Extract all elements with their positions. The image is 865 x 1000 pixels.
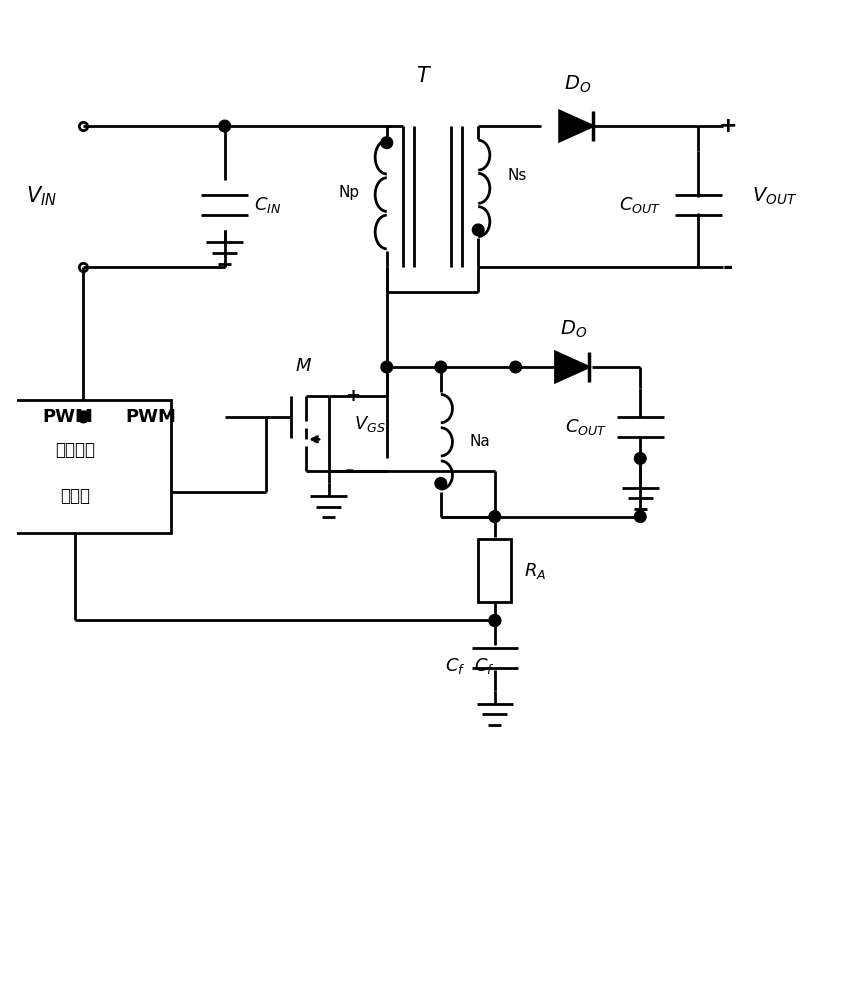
Text: $R_A$: $R_A$ xyxy=(524,561,546,581)
Text: Np: Np xyxy=(339,185,360,200)
Text: $C_f$: $C_f$ xyxy=(474,656,495,676)
Text: $V_{IN}$: $V_{IN}$ xyxy=(26,185,57,208)
FancyBboxPatch shape xyxy=(478,539,511,602)
Text: $V_{GS}$: $V_{GS}$ xyxy=(354,414,385,434)
Circle shape xyxy=(472,224,484,236)
Circle shape xyxy=(381,137,393,148)
Text: -: - xyxy=(345,461,355,481)
Circle shape xyxy=(634,511,646,522)
Text: PWM: PWM xyxy=(42,408,93,426)
Circle shape xyxy=(489,615,501,626)
Text: 动电路: 动电路 xyxy=(61,487,90,505)
Text: Na: Na xyxy=(470,434,490,449)
Text: $D_O$: $D_O$ xyxy=(564,74,592,95)
Circle shape xyxy=(489,511,501,522)
Circle shape xyxy=(634,453,646,464)
Circle shape xyxy=(435,361,446,373)
Text: $M$: $M$ xyxy=(295,357,312,375)
Polygon shape xyxy=(555,352,589,382)
Text: $C_f$: $C_f$ xyxy=(445,656,465,676)
Text: $D_O$: $D_O$ xyxy=(561,319,587,340)
Circle shape xyxy=(435,478,446,489)
Text: $C_{IN}$: $C_{IN}$ xyxy=(253,195,281,215)
Text: +: + xyxy=(345,387,360,405)
Text: $T$: $T$ xyxy=(416,66,432,86)
Circle shape xyxy=(78,411,89,423)
Polygon shape xyxy=(560,111,593,141)
Text: -: - xyxy=(722,255,733,279)
Text: 控制和驱: 控制和驱 xyxy=(55,441,95,459)
Text: PWM: PWM xyxy=(125,408,176,426)
Circle shape xyxy=(509,361,522,373)
Circle shape xyxy=(219,120,231,132)
Circle shape xyxy=(489,615,501,626)
Text: $V_{OUT}$: $V_{OUT}$ xyxy=(753,186,798,207)
Text: $C_{OUT}$: $C_{OUT}$ xyxy=(565,417,607,437)
Text: $C_{OUT}$: $C_{OUT}$ xyxy=(618,195,661,215)
Text: +: + xyxy=(718,116,737,136)
Text: Ns: Ns xyxy=(507,168,527,183)
Circle shape xyxy=(381,361,393,373)
FancyBboxPatch shape xyxy=(0,400,170,533)
